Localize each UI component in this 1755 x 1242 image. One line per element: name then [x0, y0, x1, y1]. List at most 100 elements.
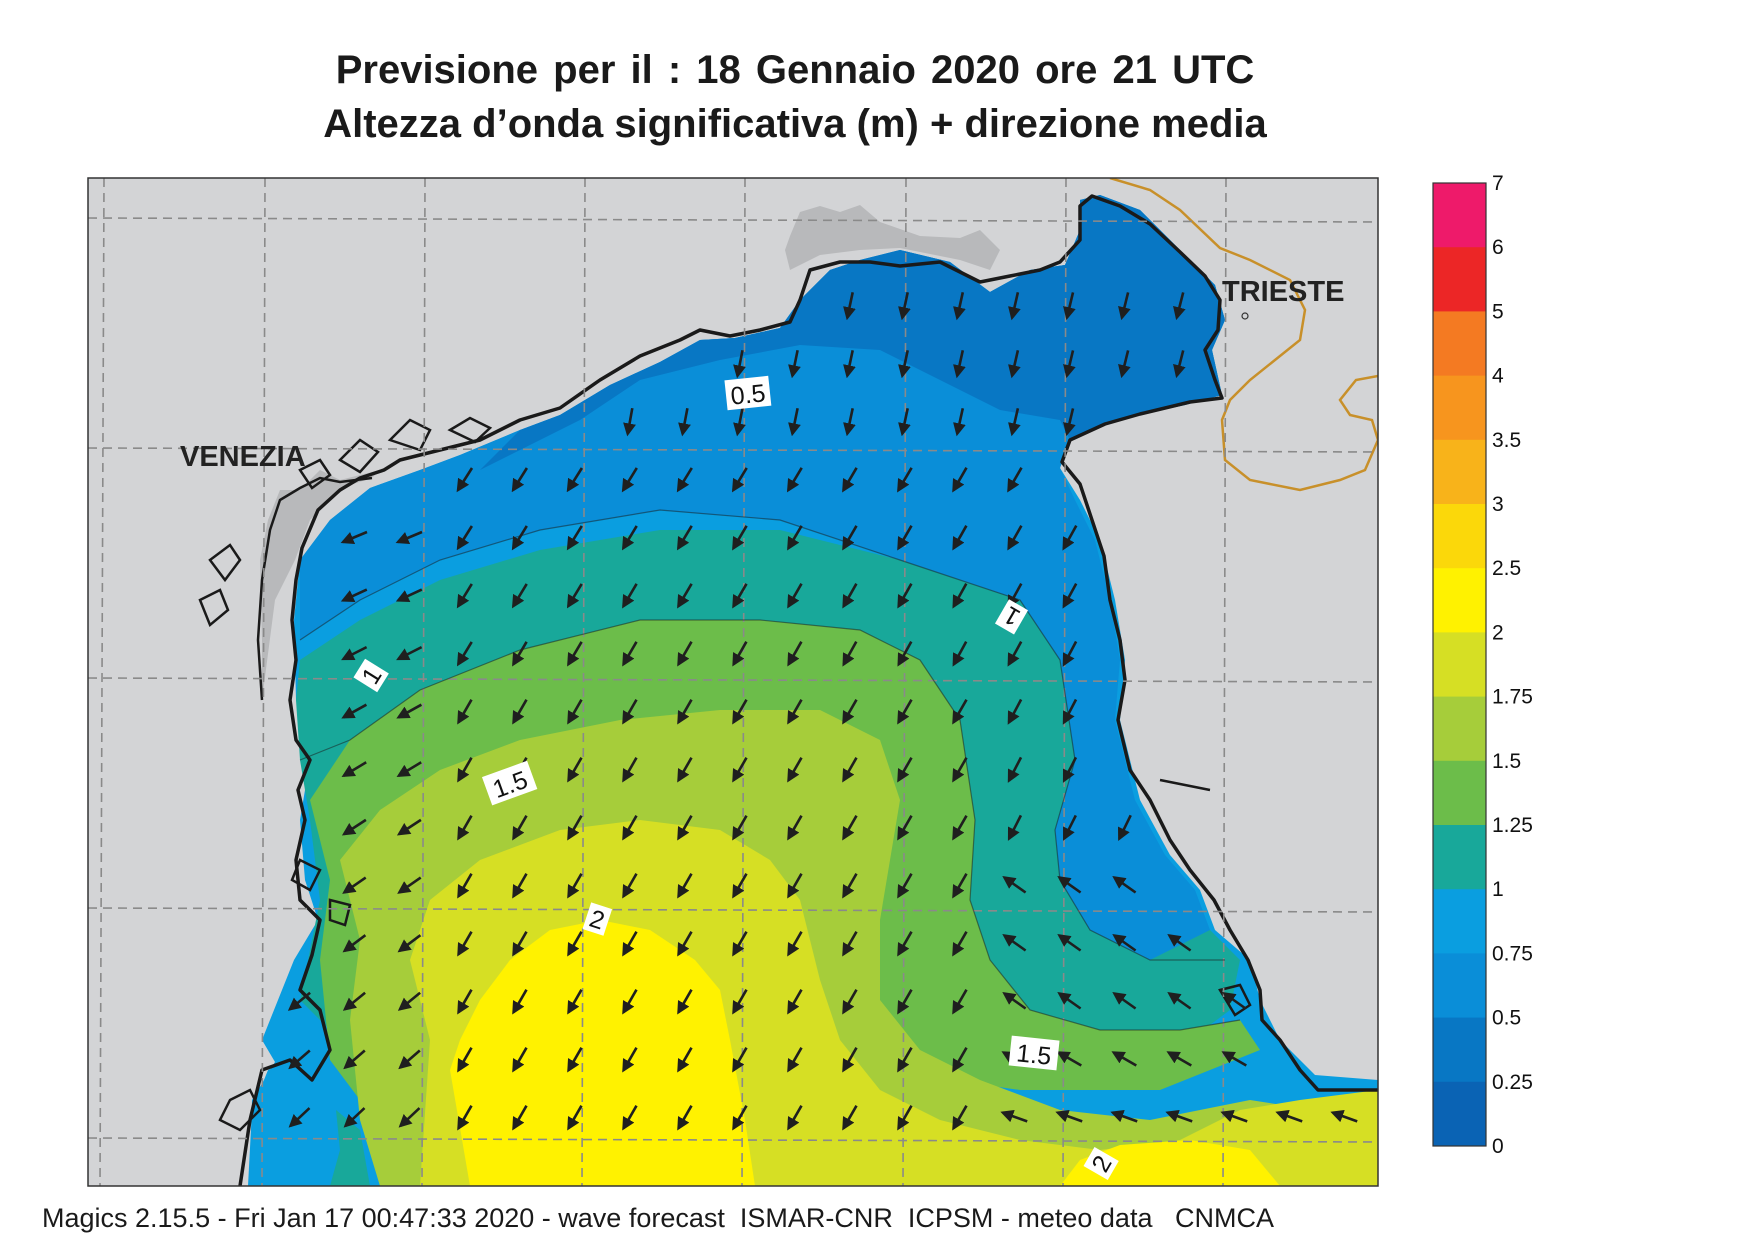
wave-arrow — [1002, 875, 1027, 894]
wave-arrow — [398, 1049, 421, 1070]
wave-arrow — [787, 583, 803, 609]
wave-arrow — [457, 699, 473, 725]
wave-arrow — [787, 873, 803, 899]
wave-arrow — [842, 989, 858, 1015]
wave-arrow — [1221, 1051, 1247, 1067]
wave-arrow — [621, 467, 638, 493]
legend-label: 3.5 — [1492, 429, 1521, 452]
wave-arrow — [787, 641, 803, 667]
wave-arrow — [677, 815, 693, 841]
wave-arrow — [397, 876, 422, 894]
wave-arrow — [566, 525, 583, 551]
wave-arrow — [512, 873, 528, 899]
legend-label: 2 — [1492, 621, 1504, 644]
legend-swatch — [1433, 375, 1486, 441]
wave-arrow — [732, 699, 748, 725]
wave-arrow — [567, 815, 583, 841]
wave-arrow — [1112, 933, 1137, 952]
wave-arrow — [1062, 582, 1078, 609]
wave-arrow — [512, 815, 528, 841]
wave-arrow — [1118, 814, 1132, 842]
wave-arrow — [1057, 991, 1082, 1010]
wave-arrow — [622, 641, 638, 667]
wave-arrow — [842, 525, 858, 551]
wave-arrow — [567, 1105, 583, 1131]
wave-arrow — [621, 525, 638, 551]
wave-arrow — [786, 467, 803, 493]
wave-arrow — [1007, 756, 1023, 783]
wave-arrow — [397, 934, 422, 953]
wave-arrow — [1007, 698, 1023, 725]
wave-arrow — [1007, 814, 1023, 841]
legend-swatch — [1433, 568, 1486, 633]
wave-arrow — [1118, 350, 1131, 379]
wave-arrow — [1220, 1110, 1248, 1123]
wave-arrow — [1007, 467, 1023, 493]
wave-arrow — [343, 1049, 366, 1070]
legend-label: 0.75 — [1492, 942, 1533, 965]
wave-arrow — [732, 931, 748, 957]
istria-coast-detail — [1159, 778, 1252, 1017]
wave-arrow — [1330, 1110, 1358, 1123]
legend-swatch — [1433, 1017, 1486, 1083]
wave-arrow — [897, 467, 913, 493]
wave-arrow — [622, 1105, 638, 1131]
wave-arrow — [952, 525, 968, 551]
wave-arrow — [567, 1047, 583, 1073]
place-label-venezia: VENEZIA — [180, 441, 306, 473]
wave-arrow — [677, 931, 693, 957]
legend-label: 0.5 — [1492, 1007, 1521, 1030]
wave-arrow — [842, 699, 858, 725]
wave-arrow — [842, 640, 858, 667]
wave-arrow — [952, 640, 968, 667]
wave-arrow — [1118, 292, 1131, 321]
wave-arrow — [1110, 1110, 1138, 1123]
sea-band-025 — [480, 195, 1225, 470]
wave-arrow — [1112, 991, 1137, 1010]
legend-label: 1.5 — [1492, 750, 1521, 773]
wave-arrow — [340, 530, 368, 544]
wave-arrow — [953, 350, 966, 379]
legend-label: 0 — [1492, 1135, 1504, 1158]
wave-arrow — [622, 873, 638, 899]
wave-arrow — [287, 991, 311, 1011]
wave-arrow — [677, 641, 693, 667]
national-border — [1109, 178, 1378, 492]
wave-arrow — [622, 583, 638, 609]
wave-direction-arrows — [287, 292, 1358, 1131]
legend-label: 7 — [1492, 172, 1504, 195]
wave-arrow — [1008, 350, 1021, 379]
wave-arrow — [1111, 1051, 1137, 1067]
wave-arrow — [341, 645, 368, 661]
wave-arrow — [1063, 408, 1076, 437]
wave-arrow — [787, 1105, 803, 1131]
wave-arrow — [341, 761, 367, 778]
legend-label: 1.75 — [1492, 686, 1533, 709]
wave-arrow — [1063, 292, 1076, 321]
wave-arrow — [1055, 1110, 1083, 1123]
wave-arrow — [787, 1047, 803, 1073]
wave-arrow — [732, 1105, 748, 1131]
wave-arrow — [952, 699, 968, 725]
graticule — [88, 178, 1378, 1186]
wave-arrow — [677, 583, 693, 609]
wave-arrow — [567, 873, 583, 899]
wave-arrow — [342, 991, 366, 1011]
wave-arrow — [952, 815, 968, 841]
wave-arrow — [1062, 756, 1078, 783]
wave-arrow — [732, 525, 748, 551]
wave-arrow — [1165, 1110, 1193, 1123]
wave-arrow — [787, 815, 803, 841]
wave-arrow — [397, 991, 421, 1011]
wave-arrow — [1008, 292, 1021, 321]
legend-swatch — [1433, 311, 1486, 377]
wave-arrow — [952, 989, 968, 1015]
wave-arrow — [1173, 292, 1186, 321]
wave-arrow — [512, 1105, 528, 1131]
wave-arrow — [1167, 991, 1192, 1010]
wave-arrow — [732, 1047, 748, 1073]
wave-arrow — [733, 349, 746, 379]
wave-arrow — [396, 761, 422, 778]
wave-arrow — [511, 467, 529, 493]
